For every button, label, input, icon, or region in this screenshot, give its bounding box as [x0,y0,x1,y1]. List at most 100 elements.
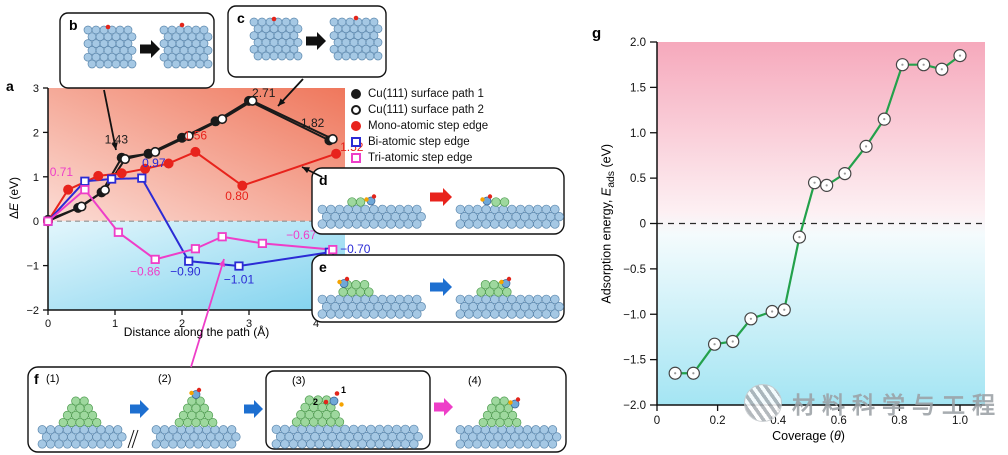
atom [524,204,534,215]
atom [218,425,228,435]
atom [341,51,351,61]
legend-circle-marker-icon [351,121,361,131]
atom [289,31,299,40]
atom [117,432,127,442]
connector-f-arrow-head [218,259,225,267]
carbon-atom [508,400,513,405]
carbon-atom [480,197,485,202]
atom [409,439,419,449]
panel-g-marker-dot [940,68,943,71]
atom [554,302,564,312]
oxygen-atom [371,194,377,199]
panel-a-value-label: 1.56 [184,129,208,143]
legend-square-marker-icon [351,153,361,163]
atom [464,204,474,215]
atom [271,424,281,435]
panel-a-ylabel-delta: Δ [7,211,21,220]
atom [37,425,47,435]
panel-a-ytick-label: 1 [33,172,39,184]
atom [83,403,93,413]
inset-e-arrow [430,278,452,296]
f-step-1-label: (1) [46,373,60,385]
atom [104,425,114,435]
panel-label-a: a [6,78,14,94]
atom [334,204,345,215]
panel-g-marker-dot [713,343,716,346]
panel-a-marker-4 [257,238,268,248]
inset-c-arrow [306,32,326,50]
panel-g-ylabel-symbol: E [599,187,614,197]
panel-g-xtick-label: 0 [654,415,660,427]
atom [293,38,303,47]
atom [269,51,279,61]
atom [127,32,137,42]
atom [71,396,81,406]
atom [524,294,534,305]
atom [412,294,422,305]
atom [395,204,405,215]
panel-g-xlabel-pre: Coverage ( [772,429,834,443]
atom [333,51,343,61]
atom [383,424,393,435]
panel-g-marker-dot [731,340,734,343]
atom [455,294,465,305]
panel-a-value-label: 0.80 [225,189,249,203]
atom [289,17,299,27]
oxygen-atom [487,194,493,199]
panel-g-xtick-label: 1.0 [952,415,968,427]
atom [87,59,97,69]
panel-g-xlabel: Coverage (θ) [657,429,960,443]
panel-a-marker-2 [190,146,201,157]
atom [374,424,385,435]
atom [364,287,374,297]
panel-a-xtick-label: 1 [112,318,118,330]
panel-a-marker-2 [331,148,342,159]
atom [151,425,161,435]
panel-a-marker-1 [327,134,338,145]
panel-a-marker-1 [99,185,110,196]
adatom-dot [105,24,111,30]
atom [373,38,383,47]
oxygen-atom [506,276,512,282]
panel-a-marker-1 [76,201,87,212]
panel-a-marker-3 [107,174,117,184]
atom [330,410,340,420]
atom [103,59,113,69]
atom [227,439,237,449]
atom [512,417,522,428]
atom [403,204,413,215]
adatom-dot [334,391,340,396]
f-step-3-label: (3) [292,375,306,387]
atom [277,51,287,61]
panel-a-ytick-label: −2 [26,305,39,317]
panel-a-marker-2 [93,170,104,181]
atom [386,204,396,215]
atom [203,32,213,42]
panel-label-g: g [592,25,602,42]
panel-a-marker-1 [150,146,161,157]
atom [231,432,241,442]
panel-a-marker-2 [63,184,74,195]
inset-f-arrow-2 [244,400,263,418]
atom [113,439,123,449]
atom [409,424,419,435]
atom [412,204,422,215]
panel-g-marker-dot [901,63,904,66]
atom [400,424,410,435]
inset-d-arrow [430,188,452,206]
atom [550,204,560,215]
atom [349,51,359,61]
panel-a-marker-1 [183,130,194,141]
atom [127,59,137,69]
atom [355,197,366,207]
panel-a-value-label: −0.90 [170,264,201,278]
f-site-1-label: 1 [341,385,347,395]
atom [195,59,205,69]
panel-g-ytick-label: −1.0 [623,309,646,321]
atom [533,204,543,215]
atom [119,59,129,69]
atom [253,51,263,61]
atom [334,417,345,427]
panel-a-marker-4 [190,244,200,254]
